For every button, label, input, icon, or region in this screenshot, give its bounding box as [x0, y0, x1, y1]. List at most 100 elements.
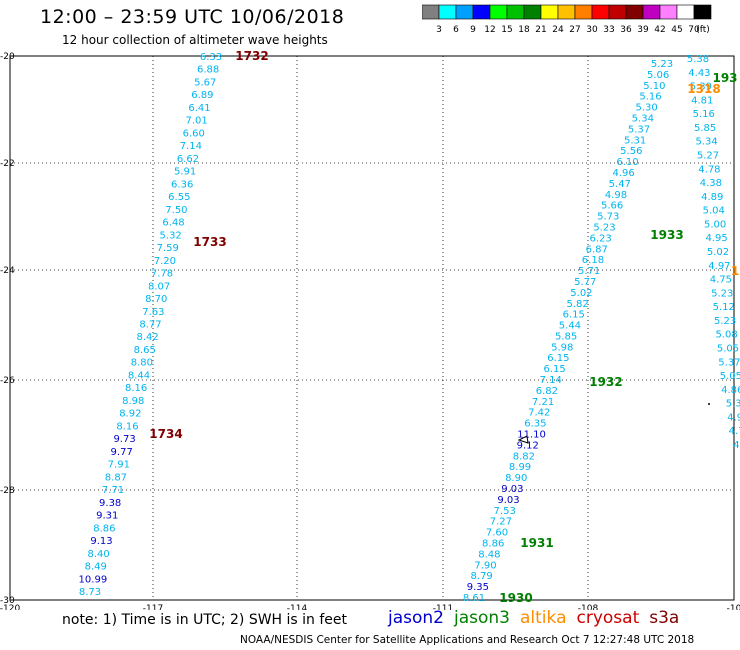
page-title: 12:00 – 23:59 UTC 10/06/2018	[40, 6, 345, 28]
swh-value-west: 8.77	[139, 320, 161, 331]
pass-time-label: 1733	[193, 235, 226, 249]
swh-value-east: 5.00	[704, 219, 726, 230]
swh-value-middle: 5.77	[574, 277, 596, 288]
swh-value-west: 10.99	[79, 574, 108, 585]
swh-value-middle: 5.44	[559, 321, 581, 332]
swh-value-east: 5.34	[695, 137, 717, 148]
swh-value-middle: 7.90	[474, 560, 496, 571]
swh-value-middle: 8.90	[505, 473, 527, 484]
swh-value-east: 5.02	[707, 247, 729, 258]
swh-value-middle: 7.21	[532, 397, 554, 408]
swh-value-middle: 5.66	[601, 201, 623, 212]
satellite-jason2: jason2	[388, 608, 444, 628]
swh-value-west: 9.31	[96, 511, 118, 522]
pass-time-label: 1932	[589, 375, 622, 389]
swh-value-middle: 8.86	[482, 539, 504, 550]
swh-value-middle: 6.18	[582, 255, 604, 266]
swh-value-west: 8.65	[134, 345, 156, 356]
swh-value-west: 9.13	[90, 536, 112, 547]
swh-value-middle: 5.06	[647, 70, 669, 81]
coast-marker	[517, 435, 529, 444]
swh-value-east: 5.39	[690, 82, 712, 93]
satellite-cryosat: cryosat	[576, 608, 640, 628]
swh-value-middle: 5.31	[624, 135, 646, 146]
swh-value-middle: 5.71	[578, 266, 600, 277]
swh-value-west: 8.07	[148, 281, 170, 292]
swh-value-middle: 5.02	[570, 288, 592, 299]
swh-value-east: 5.38	[687, 54, 709, 65]
legend-label: 36	[620, 25, 632, 35]
pass-time-label: 1732	[235, 49, 268, 63]
swh-value-east: 4.75	[710, 275, 732, 286]
swh-value-middle: 6.82	[536, 386, 558, 397]
swh-value-middle: 7.14	[540, 375, 562, 386]
swh-value-east: 5.23	[711, 288, 733, 299]
swh-value-middle: 8.48	[478, 549, 500, 560]
swh-value-middle: 6.15	[543, 364, 565, 375]
swh-value-middle: 6.87	[586, 244, 608, 255]
swh-value-west: 7.63	[142, 307, 164, 318]
y-tick-label: -26	[0, 376, 15, 386]
legend-label: 30	[586, 25, 598, 35]
swh-value-west: 5.91	[174, 167, 196, 178]
swh-value-west: 7.59	[157, 243, 179, 254]
swh-value-west: 6.88	[197, 65, 219, 76]
swh-value-west: 9.38	[99, 498, 121, 509]
swh-value-middle: 9.03	[501, 484, 523, 495]
swh-value-east: 5.16	[693, 109, 715, 120]
x-tick-label: -111	[433, 604, 453, 610]
satellite-legend: jason2 jason3 altika cryosat s3a	[388, 608, 689, 628]
swh-value-west: 7.91	[108, 460, 130, 471]
swh-value-middle: 5.23	[651, 59, 673, 70]
island-dot	[708, 403, 710, 405]
legend-label: 42	[654, 25, 665, 35]
swh-value-west: 8.86	[93, 523, 115, 534]
swh-value-west: 9.77	[111, 447, 133, 458]
y-tick-label: -30	[0, 596, 15, 606]
swh-value-middle: 5.82	[566, 299, 588, 310]
legend-label: 70	[688, 25, 700, 35]
x-tick-label: -117	[143, 604, 163, 610]
swh-value-east: 5.3	[726, 399, 740, 410]
swh-value-west: 8.42	[136, 332, 158, 343]
swh-value-west: 6.48	[162, 218, 184, 229]
page-subtitle: 12 hour collection of altimeter wave hei…	[62, 33, 328, 47]
satellite-jason3: jason3	[454, 608, 510, 628]
pass-time-label: 1	[731, 264, 739, 278]
swh-value-west: 8.80	[131, 358, 153, 369]
swh-value-west: 7.78	[151, 269, 173, 280]
swh-value-middle: 11.10	[517, 430, 546, 441]
swh-value-east: 5.04	[703, 206, 725, 217]
swh-value-middle: 8.79	[471, 571, 493, 582]
satellite-s3a: s3a	[649, 608, 680, 628]
swh-value-west: 7.14	[180, 141, 202, 152]
swh-value-west: 6.60	[183, 128, 205, 139]
swh-value-east: 5.12	[713, 302, 735, 313]
swh-value-middle: 9.35	[467, 582, 489, 593]
swh-value-middle: 5.47	[609, 179, 631, 190]
swh-value-west: 5.32	[160, 230, 182, 241]
swh-value-west: 8.70	[145, 294, 167, 305]
y-tick-label: -24	[0, 266, 15, 276]
swh-value-middle: 6.23	[589, 233, 611, 244]
y-tick-label: -20	[0, 52, 15, 62]
swh-value-west: 5.67	[194, 77, 216, 88]
legend-label: 33	[603, 25, 614, 35]
swh-value-east: 4.89	[701, 192, 723, 203]
swh-value-west: 6.33	[200, 52, 222, 63]
legend-label: 45	[671, 25, 682, 35]
swh-value-west: 6.41	[188, 103, 210, 114]
swh-value-east: 4.38	[700, 178, 722, 189]
legend-label: 21	[535, 25, 546, 35]
legend-swatch	[693, 4, 712, 20]
map-frame	[9, 55, 735, 601]
swh-value-middle: 5.30	[636, 103, 658, 114]
swh-value-east: 5.27	[697, 151, 719, 162]
swh-value-middle: 5.73	[597, 212, 619, 223]
swh-value-middle: 4.96	[612, 168, 634, 179]
swh-value-east: 4.95	[705, 233, 727, 244]
legend-label: 39	[637, 25, 649, 35]
pass-time-label: 1930	[499, 591, 532, 605]
legend-label: 9	[470, 25, 476, 35]
swh-value-west: 8.49	[85, 562, 107, 573]
